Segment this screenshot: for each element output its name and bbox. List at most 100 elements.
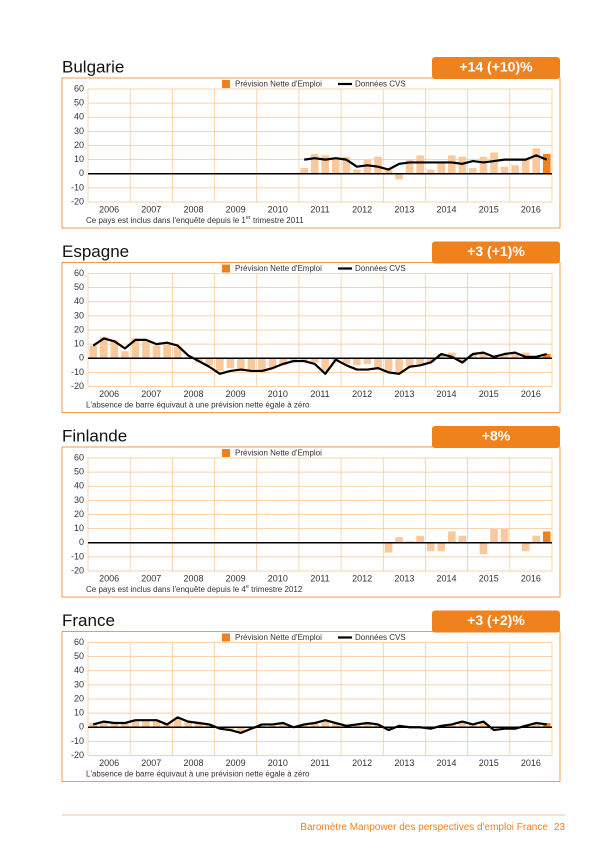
bar [479,352,488,359]
y-tick-label: 60 [74,83,84,93]
y-tick-label: 50 [74,467,84,477]
badge: +8% [482,428,511,444]
footnote-part: Ce pays est inclus dans l'enquête depuis… [86,216,246,225]
x-tick-label: 2013 [394,573,414,583]
chart-section: France +3 (+2)% -20 -10 0 10 20 30 40 50 60 2006 200… [61,610,561,782]
x-tick-label: 2016 [521,389,541,399]
y-tick-label: 20 [74,693,84,703]
bar [258,724,266,728]
x-tick-label: 2016 [521,573,541,583]
badge: +14 (+10)% [459,59,533,75]
x-tick-label: 2014 [437,573,457,583]
bar [490,727,498,731]
x-tick-label: 2015 [479,389,499,399]
y-tick-label: -10 [71,367,84,377]
x-tick-label: 2011 [310,389,329,399]
y-tick-label: 0 [79,353,84,363]
x-tick-label: 2012 [352,389,372,399]
section-frame [61,446,561,598]
x-tick-label: 2006 [99,389,119,399]
legend-swatch [222,449,230,457]
bar [416,358,424,364]
bar [542,531,551,543]
bar [100,337,108,359]
cvs-line [92,337,548,375]
x-tick-label: 2008 [183,758,203,768]
x-tick-label: 2008 [183,389,203,399]
bar [395,537,403,543]
y-tick-label: 50 [74,98,84,108]
badge-bg [432,426,560,448]
x-tick-label: 2010 [268,573,288,583]
y-tick-label: 20 [74,509,84,519]
bar [469,724,477,728]
x-tick-label: 2009 [226,389,246,399]
bar [184,721,192,728]
bar [353,169,361,174]
footnote-part: L'absence de barre équivaut à une prévis… [86,770,310,779]
x-tick-label: 2011 [310,573,329,583]
bar [521,352,530,359]
bar [458,156,467,174]
bar [163,344,171,359]
country-title: France [62,611,115,630]
bar [173,717,182,728]
y-tick-label: -20 [71,565,84,575]
bar [374,156,382,174]
x-tick-label: 2010 [268,389,288,399]
bar [374,358,382,369]
legend-label: Données CVS [355,80,406,89]
x-tick-label: 2013 [394,389,414,399]
bar [258,358,266,373]
bar [279,358,287,366]
x-tick-label: 2007 [141,758,161,768]
bar [479,721,488,728]
legend-label: Données CVS [355,264,406,273]
y-tick-label: -10 [71,182,84,192]
footnote-part: trimestre 2012 [249,585,303,594]
bar [332,158,340,174]
bar [332,723,340,728]
bar [448,352,456,359]
footnote: L'absence de barre équivaut à une prévis… [86,401,310,410]
bar [363,159,372,174]
bar [384,542,393,553]
bar [363,358,372,364]
x-tick-label: 2007 [141,389,161,399]
x-tick-label: 2006 [99,758,119,768]
bar [469,354,477,359]
badge-bg [432,241,560,264]
y-tick-label: 0 [79,168,84,178]
y-tick-label: 30 [74,310,84,320]
x-tick-label: 2014 [437,204,457,214]
bar [426,542,435,552]
bar [226,358,235,369]
x-tick-label: 2014 [437,389,457,399]
y-tick-label: 10 [74,523,84,533]
bar [405,159,414,174]
legend-label: Prévision Nette d'Emploi [235,264,322,273]
legend-swatch [222,264,230,273]
x-tick-label: 2013 [394,758,414,768]
bar [205,358,214,366]
bar [426,358,435,363]
y-tick-label: 30 [74,495,84,505]
x-tick-label: 2012 [352,573,372,583]
x-tick-label: 2016 [521,758,541,768]
bar [310,358,319,363]
legend-label: Prévision Nette d'Emploi [235,633,322,642]
bar [300,724,308,728]
bar [469,168,477,174]
bar [268,724,277,728]
y-tick-label: 30 [74,679,84,689]
badge: +3 (+2)% [467,612,525,628]
bar [542,354,551,359]
bar [110,339,119,359]
x-tick-label: 2015 [479,204,499,214]
y-tick-label: -20 [71,381,84,391]
legend-label: Prévision Nette d'Emploi [235,449,322,458]
bar [437,354,446,359]
chart-section: Bulgarie +14 (+10)% -20 -10 0 10 20 30 40 50 60 200… [61,57,561,229]
bar [110,723,119,728]
